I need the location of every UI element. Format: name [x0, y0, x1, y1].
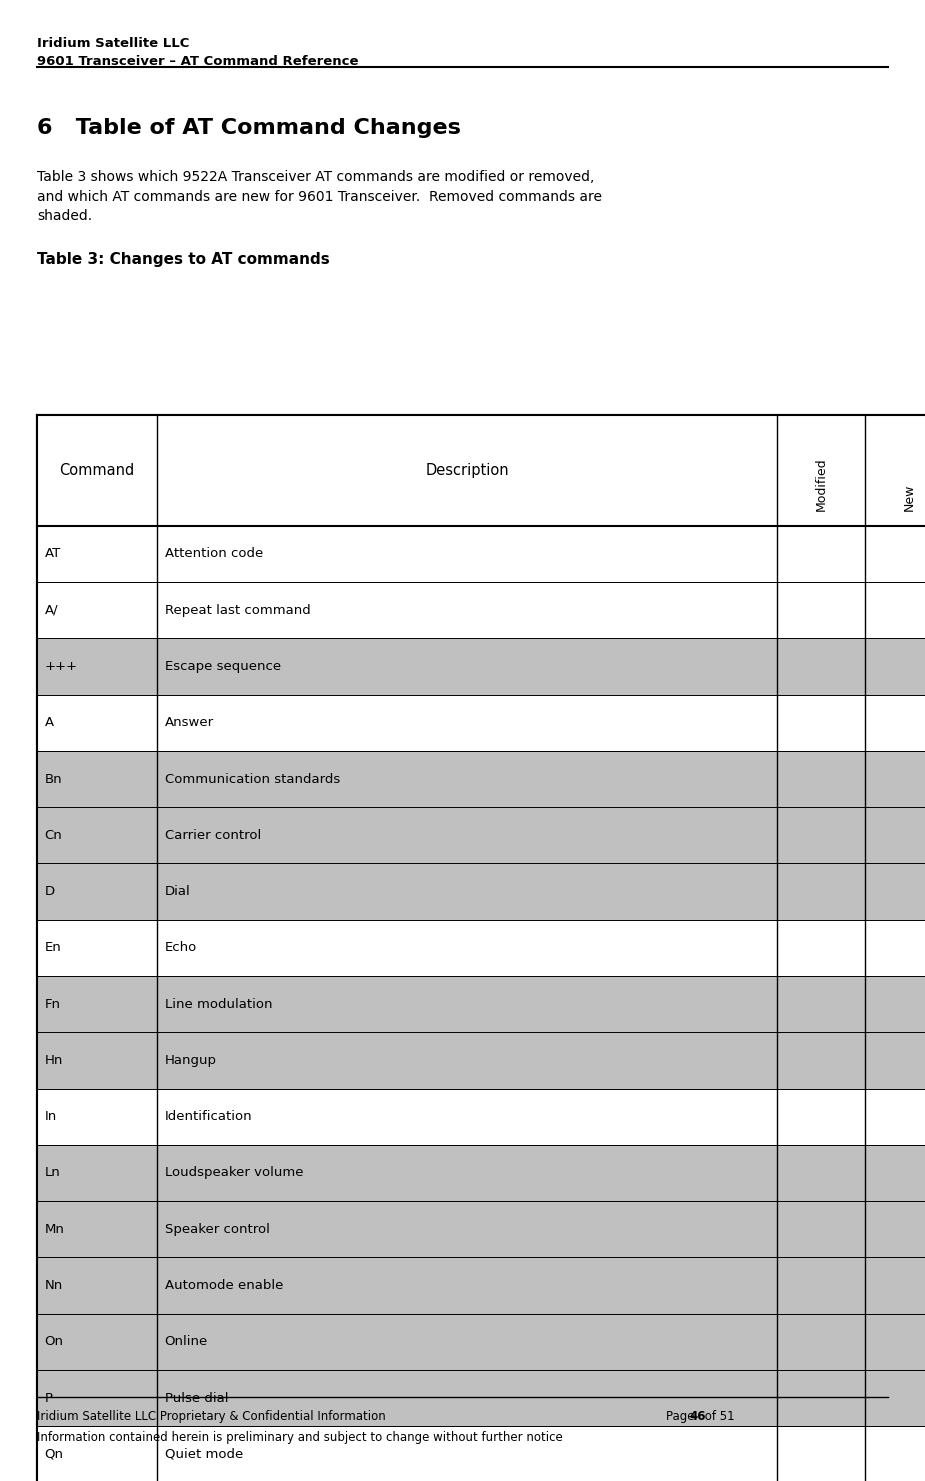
- Text: Hn: Hn: [44, 1054, 63, 1066]
- Text: Carrier control: Carrier control: [165, 829, 261, 841]
- Text: Quiet mode: Quiet mode: [165, 1448, 243, 1460]
- Text: Mn: Mn: [44, 1223, 64, 1235]
- Text: of 51: of 51: [701, 1410, 734, 1423]
- Text: A/: A/: [44, 604, 58, 616]
- Text: Information contained herein is preliminary and subject to change without furthe: Information contained herein is prelimin…: [37, 1431, 562, 1444]
- Text: 6   Table of AT Command Changes: 6 Table of AT Command Changes: [37, 118, 461, 139]
- Text: +++: +++: [44, 661, 78, 672]
- Text: Speaker control: Speaker control: [165, 1223, 269, 1235]
- Text: Modified: Modified: [814, 458, 828, 511]
- Text: Dial: Dial: [165, 886, 191, 897]
- Text: On: On: [44, 1336, 64, 1348]
- Text: Automode enable: Automode enable: [165, 1280, 283, 1291]
- Text: Hangup: Hangup: [165, 1054, 216, 1066]
- Text: P: P: [44, 1392, 53, 1404]
- Text: Bn: Bn: [44, 773, 62, 785]
- Text: D: D: [44, 886, 55, 897]
- Text: Iridium Satellite LLC: Iridium Satellite LLC: [37, 37, 190, 50]
- Text: New: New: [902, 484, 916, 511]
- Text: Loudspeaker volume: Loudspeaker volume: [165, 1167, 303, 1179]
- Text: Pulse dial: Pulse dial: [165, 1392, 228, 1404]
- Text: Page: Page: [666, 1410, 698, 1423]
- Text: Command: Command: [59, 462, 135, 478]
- Text: Echo: Echo: [165, 942, 197, 954]
- Text: En: En: [44, 942, 61, 954]
- Text: In: In: [44, 1111, 56, 1123]
- Text: Communication standards: Communication standards: [165, 773, 339, 785]
- Text: Cn: Cn: [44, 829, 62, 841]
- Text: Table 3 shows which 9522A Transceiver AT commands are modified or removed,
and w: Table 3 shows which 9522A Transceiver AT…: [37, 170, 602, 224]
- Text: Identification: Identification: [165, 1111, 253, 1123]
- Text: 46: 46: [689, 1410, 706, 1423]
- Text: A: A: [44, 717, 54, 729]
- Text: Description: Description: [426, 462, 509, 478]
- Text: Online: Online: [165, 1336, 208, 1348]
- Text: Repeat last command: Repeat last command: [165, 604, 311, 616]
- Text: Table 3: Changes to AT commands: Table 3: Changes to AT commands: [37, 252, 329, 267]
- Text: Nn: Nn: [44, 1280, 63, 1291]
- Text: Ln: Ln: [44, 1167, 60, 1179]
- Text: Iridium Satellite LLC Proprietary & Confidential Information: Iridium Satellite LLC Proprietary & Conf…: [37, 1410, 386, 1423]
- Text: AT: AT: [44, 548, 61, 560]
- Text: Qn: Qn: [44, 1448, 64, 1460]
- Text: Answer: Answer: [165, 717, 214, 729]
- Text: Escape sequence: Escape sequence: [165, 661, 281, 672]
- Text: 9601 Transceiver – AT Command Reference: 9601 Transceiver – AT Command Reference: [37, 55, 359, 68]
- Text: Attention code: Attention code: [165, 548, 263, 560]
- Text: Line modulation: Line modulation: [165, 998, 272, 1010]
- Text: Fn: Fn: [44, 998, 60, 1010]
